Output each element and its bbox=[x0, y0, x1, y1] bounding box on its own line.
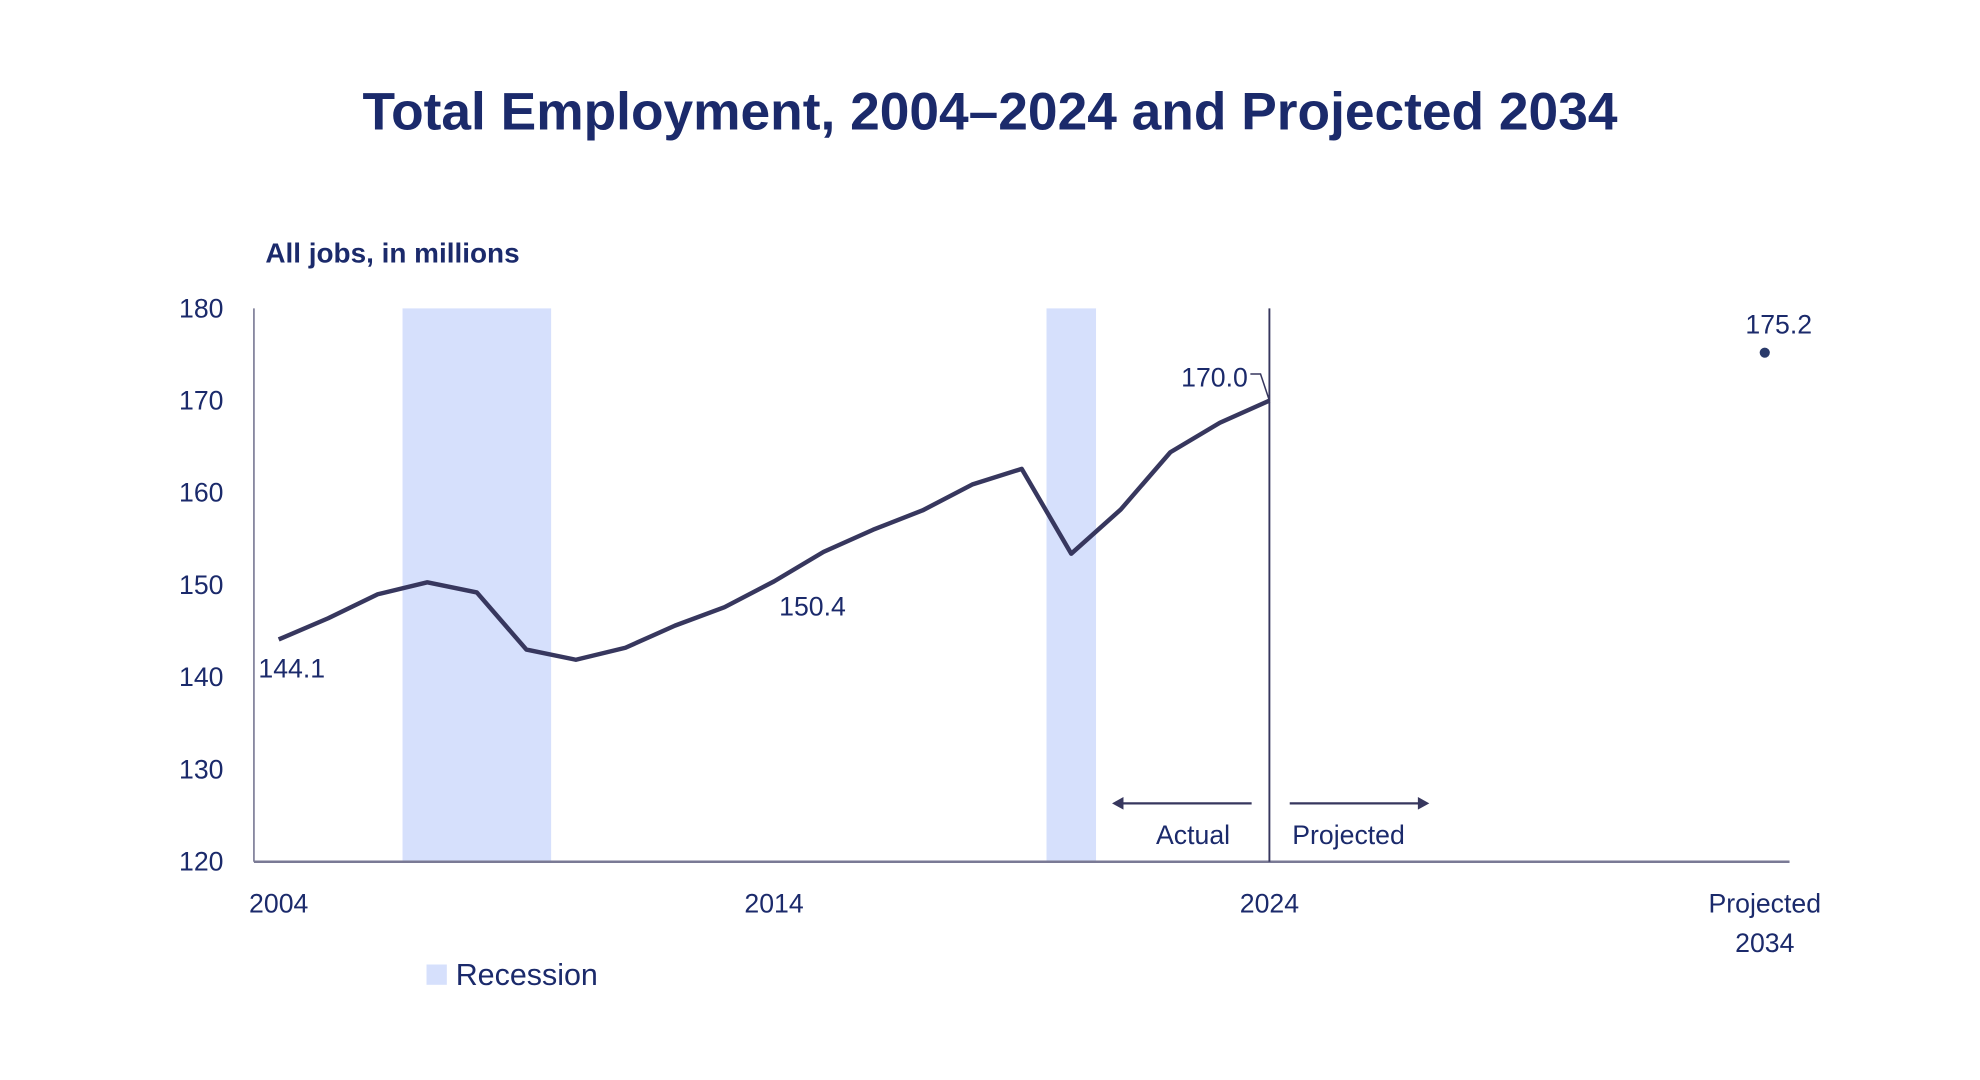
legend: Recession bbox=[426, 958, 598, 992]
data-label: 144.1 bbox=[258, 654, 325, 684]
recession-band bbox=[402, 308, 552, 862]
y-tick-label: 180 bbox=[179, 293, 223, 323]
projected-arrowhead bbox=[1417, 796, 1430, 810]
x-tick-label: 2014 bbox=[744, 888, 803, 918]
tick-labels: 120 130 140 150 160 170 180 2004 2014 2024 Project… bbox=[179, 293, 1821, 958]
x-tick-label: 2004 bbox=[249, 888, 308, 918]
y-tick-label: 140 bbox=[179, 662, 223, 692]
chart-title: Total Employment, 2004–2024 and Projecte… bbox=[362, 82, 1617, 141]
legend-label-recession: Recession bbox=[456, 958, 598, 992]
data-label: 175.2 bbox=[1745, 310, 1812, 340]
recession-bands bbox=[402, 308, 1097, 862]
projected-point bbox=[1759, 347, 1770, 358]
x-tick-label: 2034 bbox=[1735, 928, 1794, 958]
x-tick-label: 2024 bbox=[1240, 888, 1299, 918]
y-tick-label: 160 bbox=[179, 478, 223, 508]
y-tick-label: 150 bbox=[179, 570, 223, 600]
y-tick-label: 170 bbox=[179, 385, 223, 415]
actual-arrowhead bbox=[1112, 796, 1124, 810]
annotations: Actual Projected bbox=[1112, 796, 1430, 850]
y-tick-label: 130 bbox=[179, 754, 223, 784]
data-label: 170.0 bbox=[1181, 363, 1248, 393]
y-tick-label: 120 bbox=[179, 847, 223, 877]
data-label: 150.4 bbox=[779, 592, 846, 622]
projected-label: Projected bbox=[1292, 820, 1405, 850]
y-axis-label: All jobs, in millions bbox=[265, 238, 519, 269]
actual-label: Actual bbox=[1156, 820, 1230, 850]
x-tick-label: Projected bbox=[1708, 888, 1821, 918]
legend-swatch-recession bbox=[426, 964, 447, 985]
data-labels: 175.2 144.1 150.4 170.0 bbox=[258, 310, 1812, 684]
leader-line bbox=[1250, 373, 1271, 401]
series bbox=[277, 347, 1770, 662]
recession-band bbox=[1046, 308, 1097, 862]
